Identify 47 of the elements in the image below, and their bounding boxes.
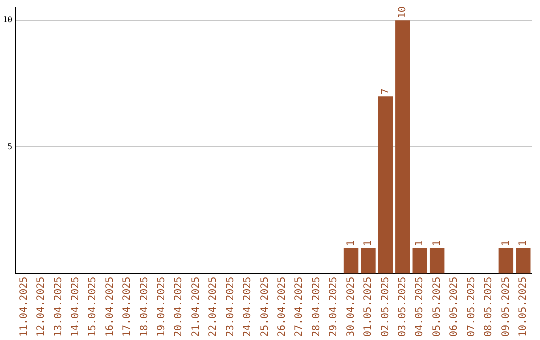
x-tick-label: 25.04.2025: [260, 276, 271, 338]
x-tick-label: 26.04.2025: [277, 276, 288, 338]
x-tick-label: 08.05.2025: [484, 276, 495, 338]
bar: [344, 248, 359, 274]
bar: [396, 20, 410, 274]
x-tick-label: 19.04.2025: [156, 276, 168, 338]
data-label: 7: [380, 88, 392, 95]
x-tick-label: 07.05.2025: [466, 276, 478, 338]
x-tick-label: 11.04.2025: [18, 276, 30, 338]
x-tick-label: 20.04.2025: [174, 276, 185, 338]
x-tick-label: 03.05.2025: [398, 276, 408, 338]
x-tick-label: 01.05.2025: [363, 276, 374, 338]
x-tick-label: 18.04.2025: [139, 276, 150, 338]
x-tick-label: 15.04.2025: [88, 276, 99, 338]
data-label: 1: [363, 240, 374, 246]
x-tick-label: 21.04.2025: [190, 276, 202, 338]
x-tick-label: 27.04.2025: [294, 276, 306, 338]
data-label: 1: [518, 240, 529, 246]
x-tick-label: 09.05.2025: [500, 276, 512, 338]
data-label: 1: [500, 240, 512, 246]
x-tick-label: 16.04.2025: [104, 276, 116, 338]
x-tick-label: 29.04.2025: [328, 276, 340, 338]
x-tick-label: 10.05.2025: [518, 276, 529, 338]
bar: [412, 248, 428, 274]
bar: [498, 248, 514, 274]
data-label: 10: [398, 6, 408, 19]
x-tick-label: 24.04.2025: [242, 276, 254, 338]
x-tick-label: 14.04.2025: [70, 276, 82, 338]
bar: [361, 248, 376, 274]
x-tick-label: 02.05.2025: [380, 276, 392, 338]
data-label: 1: [432, 240, 443, 246]
x-tick-label: 05.05.2025: [432, 276, 443, 338]
bar: [378, 96, 394, 274]
bar: [430, 248, 445, 274]
x-tick-label: 13.04.2025: [53, 276, 64, 338]
x-tick-label: 06.05.2025: [449, 276, 460, 338]
x-tick-label: 22.04.2025: [208, 276, 220, 338]
data-label: 1: [346, 240, 357, 246]
x-tick-label: 17.04.2025: [122, 276, 134, 338]
x-tick-label: 23.04.2025: [225, 276, 236, 338]
x-tick-label: 30.04.2025: [346, 276, 357, 338]
x-tick-label: 28.04.2025: [311, 276, 322, 338]
bar: [516, 248, 531, 274]
x-tick-label: 12.04.2025: [36, 276, 48, 338]
y-tick-label: 5: [8, 142, 13, 152]
data-label: 1: [414, 240, 426, 246]
x-tick-label: 04.05.2025: [414, 276, 426, 338]
